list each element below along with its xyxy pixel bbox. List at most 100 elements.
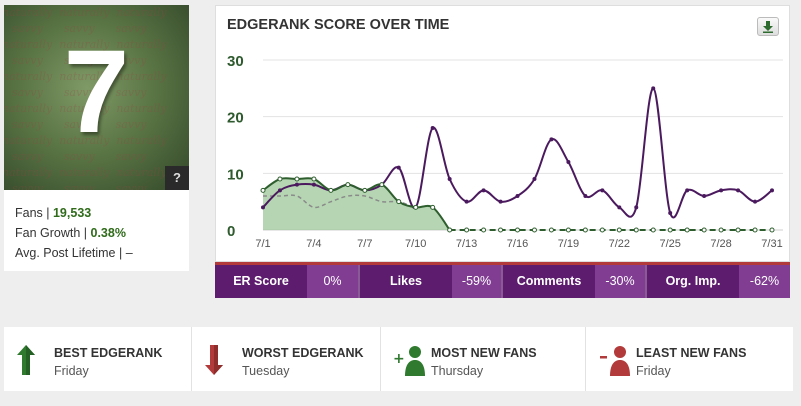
worst-edgerank-box: WORST EDGERANK Tuesday — [192, 327, 380, 391]
y-tick-label: 20 — [227, 110, 244, 127]
stat-day: Friday — [636, 364, 671, 378]
x-tick-label: 7/25 — [659, 238, 680, 250]
metric-label: Org. Imp. — [665, 274, 721, 288]
area-series-point — [260, 187, 266, 193]
edgerank-score-tile: naturally naturally naturally savvy savv… — [4, 5, 189, 190]
watermark: naturally naturally naturally savvy savv… — [4, 6, 167, 190]
x-tick-label: 7/16 — [507, 238, 528, 250]
y-tick-label: 10 — [227, 166, 244, 183]
metric-er-score[interactable]: ER Score 0% — [215, 265, 358, 298]
download-button[interactable] — [757, 17, 779, 36]
metric-divider — [645, 265, 647, 298]
main-series-point — [396, 165, 401, 170]
area-series-point — [328, 187, 334, 193]
most-new-fans-box: + MOST NEW FANS Thursday — [381, 327, 585, 391]
fans-stat: Fans | 19,533 — [15, 203, 133, 223]
fan-growth-value: 0.38% — [90, 226, 126, 240]
metric-comments[interactable]: Comments -30% — [503, 265, 645, 298]
post-lifetime-stat: Avg. Post Lifetime | – — [15, 243, 133, 263]
main-series-point — [668, 211, 673, 215]
divider — [380, 327, 381, 391]
x-tick-label: 7/22 — [609, 238, 630, 250]
area-series-point — [413, 204, 419, 210]
area-series-point — [599, 227, 605, 233]
fans-label: Fans | — [15, 206, 53, 220]
area-series-point — [379, 182, 385, 188]
help-button[interactable]: ? — [165, 166, 189, 190]
y-tick-label: 0 — [227, 223, 235, 240]
area-series-point — [498, 227, 504, 233]
area-series-point — [633, 227, 639, 233]
main-series-point — [261, 205, 265, 210]
y-tick-label: 30 — [227, 53, 244, 70]
main-series-point — [702, 194, 707, 198]
metric-likes[interactable]: Likes -59% — [360, 265, 501, 298]
stat-day: Thursday — [431, 364, 484, 378]
divider — [191, 327, 192, 391]
area-series-point — [735, 227, 741, 233]
area-series-point — [447, 227, 453, 233]
x-tick-label: 7/28 — [710, 238, 731, 250]
area-series-point — [362, 187, 368, 193]
area-series-point — [430, 204, 436, 210]
fan-growth-stat: Fan Growth | 0.38% — [15, 223, 133, 243]
area-series-point — [752, 227, 758, 233]
area-series-point — [294, 176, 300, 182]
stat-label: BEST EDGERANK — [54, 346, 163, 360]
best-edgerank-box: BEST EDGERANK Friday — [4, 327, 191, 391]
metric-label: Comments — [516, 274, 582, 288]
divider — [585, 327, 586, 391]
stat-day: Tuesday — [242, 364, 290, 378]
score-card: naturally naturally naturally savvy savv… — [4, 5, 189, 271]
x-tick-label: 7/4 — [306, 238, 321, 250]
main-series-point — [481, 188, 486, 193]
main-series-point — [277, 188, 282, 193]
least-new-fans-box: LEAST NEW FANS Friday — [586, 327, 793, 391]
main-series-point — [447, 177, 452, 181]
user-minus-icon — [600, 346, 630, 376]
area-fill — [263, 178, 450, 230]
metric-divider — [358, 265, 360, 298]
area-series-point — [277, 176, 283, 182]
x-tick-label: 7/10 — [405, 238, 426, 250]
main-series-point — [685, 188, 690, 193]
x-tick-label: 7/13 — [456, 238, 477, 250]
area-series-point — [481, 227, 487, 233]
main-series-point — [464, 199, 469, 204]
main-series-point — [583, 194, 588, 198]
main-series-point — [736, 188, 741, 193]
area-series-point — [684, 227, 690, 233]
area-series-point — [718, 227, 724, 233]
area-series-point — [565, 227, 571, 233]
x-tick-label: 7/31 — [761, 238, 782, 250]
x-tick-label: 7/1 — [255, 238, 270, 250]
area-series-point — [769, 227, 775, 233]
main-series-point — [430, 126, 435, 130]
post-lifetime-value: – — [125, 246, 133, 260]
area-series-point — [515, 227, 520, 233]
main-series-point — [617, 205, 622, 210]
edgerank-line-chart: 0 10 20 30 7/1 7/4 7/7 7/10 7/13 7/16 7/19 7/22 7/25… — [227, 53, 783, 250]
metric-label: Likes — [390, 274, 422, 288]
area-series-point — [548, 227, 554, 233]
stat-label: MOST NEW FANS — [431, 346, 537, 360]
chart-title: EDGERANK SCORE OVER TIME — [227, 17, 450, 33]
stat-label: WORST EDGERANK — [242, 346, 364, 360]
svg-text:+: + — [393, 351, 405, 367]
metric-value: 0% — [307, 265, 358, 298]
chart-card: EDGERANK SCORE OVER TIME 0 10 20 30 7/1 7/4 7/… — [215, 5, 790, 262]
main-series-point — [634, 205, 639, 210]
metric-org-imp[interactable]: Org. Imp. -62% — [647, 265, 790, 298]
main-series-point — [515, 194, 520, 198]
main-series-point — [294, 182, 299, 187]
main-series-point — [532, 177, 537, 181]
main-series-point — [311, 182, 316, 187]
post-lifetime-label: Avg. Post Lifetime | — [15, 246, 126, 260]
metric-label: ER Score — [233, 274, 289, 288]
area-series-point — [396, 199, 402, 205]
score-value: 7 — [63, 26, 130, 158]
main-series-point — [651, 86, 656, 91]
metric-value: -62% — [739, 265, 790, 298]
arrow-down-icon — [205, 345, 223, 375]
stat-label: LEAST NEW FANS — [636, 346, 747, 360]
